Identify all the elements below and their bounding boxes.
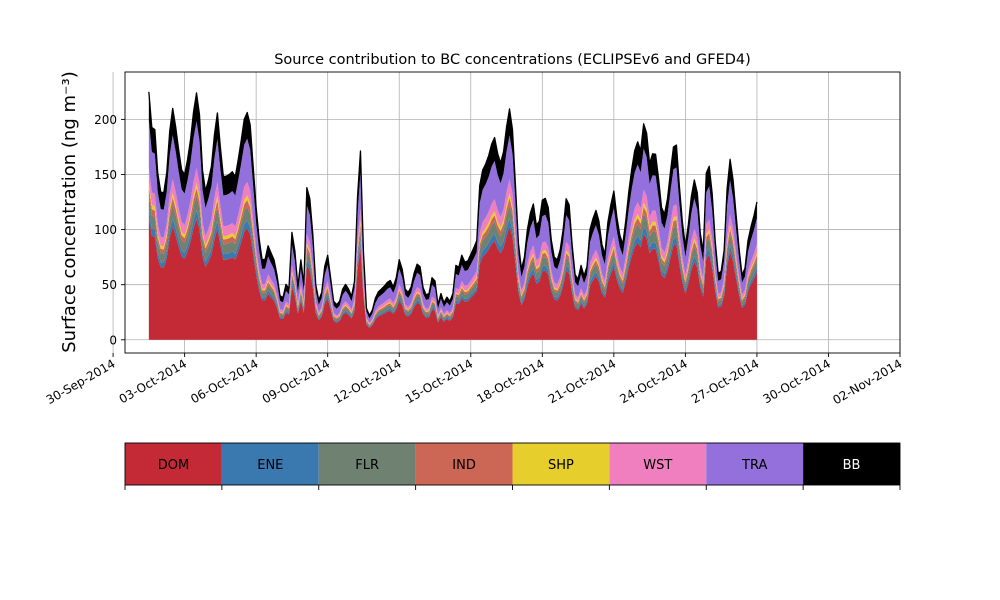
chart-title: Source contribution to BC concentrations… <box>274 52 751 68</box>
area-shp <box>148 182 757 325</box>
area-flr <box>148 194 757 328</box>
legend-swatch-bb <box>803 443 900 485</box>
area-ene <box>148 209 757 328</box>
area-wst <box>148 167 757 325</box>
legend-label-dom: DOM <box>158 458 189 473</box>
axes-frame <box>124 71 901 354</box>
legend-swatch-ene <box>221 443 319 485</box>
legend-label-tra: TRA <box>741 458 767 473</box>
legend-label-ene: ENE <box>257 458 283 473</box>
legend-label-ind: IND <box>452 458 476 473</box>
total-outline <box>148 91 758 317</box>
legend-swatch-flr <box>318 443 416 485</box>
legend-swatch-ind <box>415 443 513 485</box>
legend-swatch-tra <box>706 443 804 485</box>
area-tra <box>148 120 757 323</box>
legend-swatch-wst <box>609 443 707 485</box>
y-tick-label: 0 <box>109 333 117 347</box>
legend-label-wst: WST <box>643 458 672 473</box>
legend-label-shp: SHP <box>548 458 574 473</box>
legend-swatch-dom <box>125 443 222 485</box>
stacked-areas <box>148 91 758 340</box>
y-tick-label: 200 <box>94 113 117 127</box>
y-tick-label: 50 <box>102 278 117 292</box>
area-ind <box>148 187 757 326</box>
y-tick-label: 100 <box>94 223 117 237</box>
legend-label-flr: FLR <box>355 458 379 473</box>
area-dom <box>148 218 757 340</box>
source-legend: DOM ENE FLR IND SHP WST TRA BB <box>124 442 901 490</box>
legend-label-bb: BB <box>843 458 861 473</box>
y-tick-label: 150 <box>94 168 117 182</box>
y-axis-label: Surface concentration (ng m⁻³) <box>59 71 80 353</box>
legend-swatch-shp <box>512 443 610 485</box>
